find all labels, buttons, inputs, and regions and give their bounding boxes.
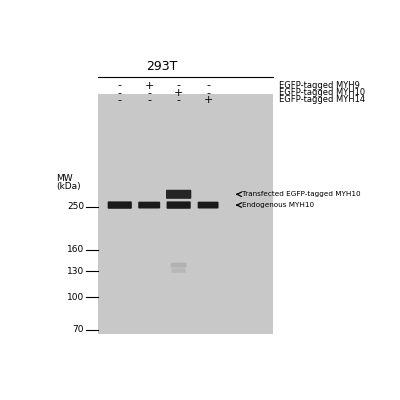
Text: (kDa): (kDa) (56, 182, 81, 191)
Text: -: - (206, 80, 210, 90)
Text: -: - (177, 95, 181, 105)
FancyBboxPatch shape (166, 201, 191, 209)
Text: 70: 70 (73, 325, 84, 334)
Text: -: - (118, 95, 122, 105)
FancyBboxPatch shape (108, 201, 132, 209)
Text: EGFP-tagged MYH14: EGFP-tagged MYH14 (279, 95, 366, 104)
Text: -: - (206, 88, 210, 98)
Text: 250: 250 (67, 202, 84, 211)
Text: 100: 100 (67, 293, 84, 302)
Text: -: - (118, 80, 122, 90)
Text: 160: 160 (67, 245, 84, 254)
Text: -: - (147, 88, 151, 98)
FancyBboxPatch shape (166, 190, 191, 199)
FancyBboxPatch shape (171, 263, 186, 268)
Text: Transfected EGFP-tagged MYH10: Transfected EGFP-tagged MYH10 (242, 191, 361, 197)
FancyBboxPatch shape (172, 268, 186, 273)
Text: 293T: 293T (146, 60, 177, 73)
Text: +: + (144, 80, 154, 90)
Text: -: - (118, 88, 122, 98)
Text: -: - (177, 80, 181, 90)
Bar (98, 94, 273, 334)
Text: MW: MW (56, 174, 73, 183)
Text: 130: 130 (67, 267, 84, 276)
Text: +: + (204, 95, 213, 105)
Text: Endogenous MYH10: Endogenous MYH10 (242, 202, 314, 208)
Text: -: - (147, 95, 151, 105)
Text: EGFP-tagged MYH9: EGFP-tagged MYH9 (279, 81, 360, 90)
Text: EGFP-tagged MYH10: EGFP-tagged MYH10 (279, 88, 366, 97)
FancyBboxPatch shape (198, 202, 218, 208)
Text: +: + (174, 88, 183, 98)
FancyBboxPatch shape (138, 202, 160, 208)
